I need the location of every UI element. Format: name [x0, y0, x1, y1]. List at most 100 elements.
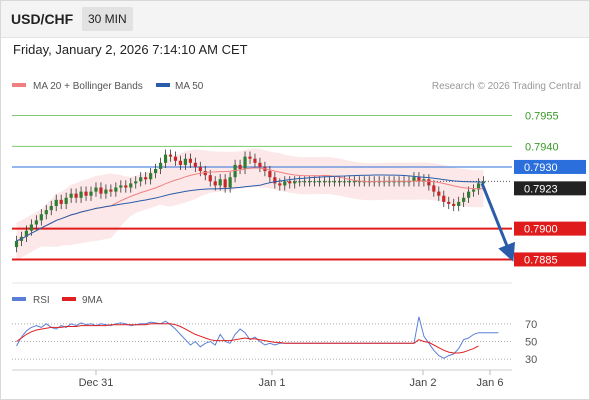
level-badge-0.7930	[514, 159, 586, 174]
level-badge-0.7900	[514, 221, 586, 236]
candle-body	[342, 181, 346, 183]
level-label-0.7930: 0.7930	[524, 162, 558, 174]
candle-body	[129, 183, 133, 188]
candle-body	[437, 191, 441, 196]
candle-body	[288, 181, 292, 184]
candle-body	[158, 162, 163, 169]
candle-body	[54, 199, 58, 206]
x-tick-label: Jan 6	[477, 377, 504, 389]
candle-body	[203, 171, 207, 176]
candle-body	[303, 181, 307, 183]
level-label-0.7940: 0.7940	[525, 141, 559, 153]
candle-body	[109, 189, 113, 192]
candle-body	[198, 166, 202, 172]
candle-body	[298, 181, 302, 183]
candle-body	[233, 164, 237, 178]
candle-body	[69, 193, 73, 198]
candle-body	[283, 181, 287, 186]
candle-body	[347, 181, 351, 183]
candle-body	[476, 183, 481, 190]
candle-body	[412, 177, 416, 182]
candle-body	[392, 181, 396, 183]
candle-body	[119, 185, 123, 188]
candle-body	[457, 201, 461, 206]
candle-body	[402, 181, 406, 183]
candle-body	[467, 191, 471, 198]
candle-body	[273, 177, 277, 184]
candle-body	[228, 177, 232, 188]
candle-body	[154, 169, 158, 174]
symbol-title: USD/CHF	[11, 11, 74, 27]
candle-body	[462, 197, 466, 202]
candle-body	[208, 175, 212, 182]
candle-body	[427, 179, 431, 186]
ma20-legend-swatch	[12, 83, 26, 87]
rsi-legend-label: RSI	[33, 295, 50, 306]
forecast-arrow-group	[480, 182, 516, 262]
candle-body	[188, 158, 192, 163]
ma9-legend-swatch	[62, 297, 76, 301]
candle-body	[312, 181, 317, 183]
candle-body	[322, 181, 327, 183]
bollinger-bands	[16, 148, 484, 260]
candle-body	[59, 199, 63, 204]
copyright-label: Research © 2026 Trading Central	[432, 81, 581, 92]
x-tick-label: Dec 31	[79, 377, 114, 389]
candle-body	[258, 162, 262, 167]
candle-body	[223, 179, 227, 188]
ma20-legend-label: MA 20 + Bollinger Bands	[33, 81, 143, 92]
candle-body	[243, 156, 247, 169]
datetime-label: Friday, January 2, 2026 7:14:10 AM CET	[13, 42, 248, 57]
level-badge-0.7885	[514, 252, 586, 267]
candle-body	[387, 181, 391, 183]
bollinger-band-area	[16, 148, 484, 260]
candle-body	[447, 201, 451, 204]
x-tick-label: Jan 1	[259, 377, 286, 389]
level-label-0.7900: 0.7900	[524, 224, 558, 236]
candle-body	[29, 224, 33, 231]
candle-body	[149, 173, 153, 180]
candle-body	[84, 191, 88, 196]
rsi-tick-70: 70	[525, 319, 537, 331]
candle-body	[99, 187, 103, 194]
header-bar: USD/CHF 30 MIN	[1, 1, 589, 38]
candle-body	[417, 177, 421, 182]
ma9-legend-label: 9MA	[82, 295, 103, 306]
candle-body	[24, 230, 29, 237]
candle-body	[94, 187, 98, 192]
candle-body	[64, 197, 68, 204]
candle-body	[471, 189, 476, 192]
rsi-tick-50: 50	[525, 337, 537, 349]
candle-body	[337, 181, 342, 183]
candle-body	[253, 158, 257, 163]
candle-body	[357, 181, 361, 183]
candle-body	[317, 181, 322, 183]
candle-body	[183, 158, 188, 165]
level-label-0.7885: 0.7885	[524, 254, 558, 266]
candle-body	[144, 177, 148, 180]
rsi-tick-30: 30	[525, 354, 537, 366]
ma50-line	[16, 174, 484, 242]
candle-body	[14, 240, 19, 248]
timeframe-button[interactable]: 30 MIN	[82, 7, 133, 31]
candle-body	[278, 183, 282, 186]
forecast-arrow	[480, 182, 516, 262]
indicator-legend: RSI 9MA	[12, 295, 103, 306]
moving-averages	[16, 167, 484, 242]
rsi-legend-swatch	[12, 297, 26, 301]
candle-body	[442, 195, 446, 202]
candle-body	[248, 156, 252, 159]
candle-body	[193, 162, 197, 167]
candle-body	[352, 181, 356, 183]
candle-body	[422, 179, 426, 182]
candle-body	[397, 181, 401, 183]
candle-body	[308, 181, 312, 183]
x-tick-label: Jan 2	[410, 377, 437, 389]
candle-body	[432, 185, 436, 192]
candle-body	[173, 156, 178, 161]
candle-body	[327, 181, 332, 183]
candle-body	[407, 181, 411, 183]
candle-body	[139, 177, 143, 182]
